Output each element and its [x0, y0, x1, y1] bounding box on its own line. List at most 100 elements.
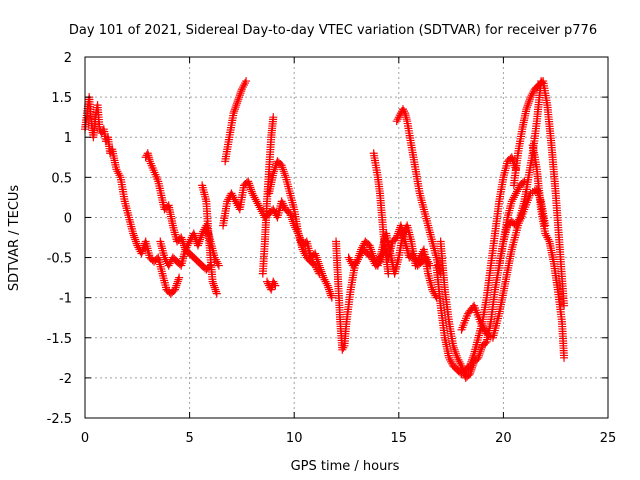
data-point [252, 197, 261, 206]
data-points [81, 77, 569, 382]
data-point [312, 263, 321, 272]
data-point [325, 287, 334, 296]
data-point [311, 261, 320, 270]
data-point [353, 255, 362, 264]
data-point [129, 231, 138, 240]
data-point [255, 203, 264, 212]
data-point [458, 363, 467, 372]
data-point [185, 237, 194, 246]
data-point [279, 201, 288, 210]
data-point [466, 367, 475, 376]
x-tick-label: 15 [391, 431, 408, 446]
data-point [312, 253, 321, 262]
data-point [525, 95, 534, 104]
data-point [314, 259, 323, 268]
series-arc-19 [528, 141, 569, 362]
data-point [457, 361, 466, 370]
data-point [481, 339, 490, 348]
data-point [412, 259, 421, 268]
data-point [230, 195, 239, 204]
data-point [526, 93, 535, 102]
data-point [366, 243, 375, 252]
data-point [392, 233, 401, 242]
data-point [528, 89, 537, 98]
data-point [171, 283, 180, 292]
data-point [212, 257, 221, 266]
data-point [560, 353, 569, 362]
data-point [164, 261, 173, 270]
plot-frame [84, 56, 609, 419]
data-point [113, 167, 122, 176]
data-point [445, 353, 454, 362]
data-point [253, 199, 262, 208]
data-point [465, 369, 474, 378]
x-tick-label: 20 [495, 431, 512, 446]
data-point [177, 235, 186, 244]
data-point [178, 237, 187, 246]
data-point [131, 237, 140, 246]
data-point [248, 189, 257, 198]
series-arc-13 [392, 105, 445, 278]
data-point [170, 285, 179, 294]
data-point [358, 243, 367, 252]
data-point [246, 183, 255, 192]
data-point [213, 259, 222, 268]
data-point [279, 167, 288, 176]
data-point [298, 245, 307, 254]
data-point [541, 229, 550, 238]
data-point [313, 265, 322, 274]
data-point [394, 113, 403, 122]
data-point [468, 363, 477, 372]
data-point [195, 237, 204, 246]
data-point [456, 359, 465, 368]
data-point [232, 101, 241, 110]
data-point [400, 227, 409, 236]
series-arc-6 [221, 77, 251, 166]
data-point [130, 233, 139, 242]
series-arc-11 [344, 221, 441, 302]
data-point [454, 355, 463, 364]
data-point [173, 277, 182, 286]
data-point [476, 347, 485, 356]
data-point [234, 95, 243, 104]
y-tick-labels: 2 1.5 1 0.5 0 -0.5 -1 -1.5 -2 -2.5 [47, 51, 72, 427]
data-point [133, 241, 142, 250]
data-point [354, 253, 363, 262]
data-point [223, 197, 232, 206]
data-point [467, 365, 476, 374]
data-point [512, 187, 521, 196]
data-point [230, 105, 239, 114]
data-point [477, 319, 486, 328]
data-point [449, 341, 458, 350]
data-point [355, 251, 364, 260]
data-point [270, 279, 279, 288]
data-point [208, 277, 217, 286]
y-tick-label: -0.5 [47, 252, 72, 267]
data-point [356, 247, 365, 256]
series-arc-4 [198, 181, 221, 298]
data-point [475, 349, 484, 358]
data-point [468, 361, 477, 370]
y-tick-label: -2.5 [47, 412, 72, 427]
data-point [398, 229, 407, 238]
data-point [233, 99, 242, 108]
data-point [366, 245, 375, 254]
data-point [352, 257, 361, 266]
x-tick-label: 25 [600, 431, 617, 446]
series-arc-2 [141, 149, 223, 270]
data-point [210, 281, 219, 290]
data-point [392, 117, 401, 126]
data-point [209, 279, 218, 288]
data-point [138, 247, 147, 256]
data-point [132, 239, 141, 248]
data-point [233, 97, 242, 106]
data-point [455, 357, 464, 366]
data-point [269, 167, 278, 176]
x-axis-label: GPS time / hours [291, 459, 400, 474]
data-point [286, 209, 295, 218]
chart-title: Day 101 of 2021, Sidereal Day-to-day VTE… [69, 23, 597, 38]
data-point [174, 275, 183, 284]
series-arc-3 [156, 237, 215, 274]
data-point [172, 281, 181, 290]
